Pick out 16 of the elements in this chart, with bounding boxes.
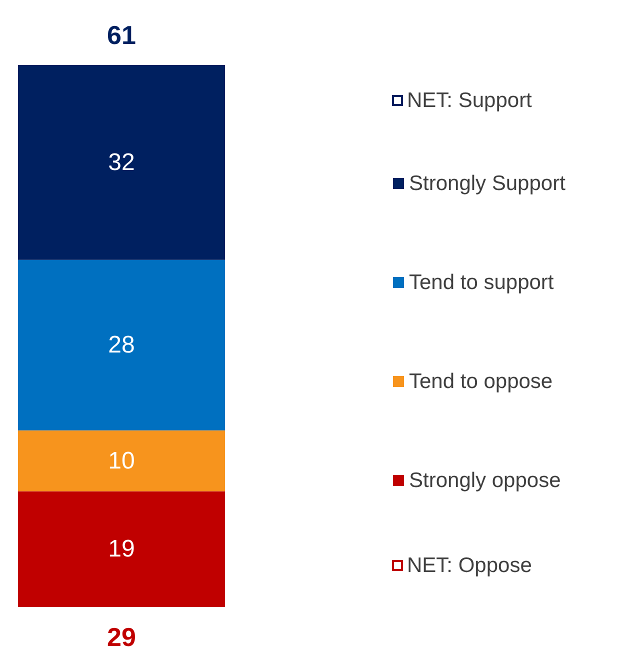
bar bbox=[18, 491, 225, 607]
bar bbox=[18, 260, 225, 430]
legend-label: Strongly oppose bbox=[409, 469, 561, 492]
data-label: 19 bbox=[108, 536, 135, 563]
annotation: 61 bbox=[107, 20, 136, 50]
text: NET: Support bbox=[407, 88, 532, 112]
bar bbox=[18, 430, 225, 492]
bar bbox=[18, 65, 225, 260]
data-label: 32 bbox=[108, 148, 135, 176]
data-label: 10 bbox=[108, 447, 135, 474]
annotation: 29 bbox=[107, 622, 136, 648]
legend-label: Tend to oppose bbox=[409, 370, 553, 393]
data-label: 28 bbox=[108, 332, 135, 359]
legend-label: Tend to support bbox=[409, 271, 554, 294]
text: NET: Oppose bbox=[407, 554, 532, 578]
legend-label: Strongly Support bbox=[409, 172, 566, 195]
